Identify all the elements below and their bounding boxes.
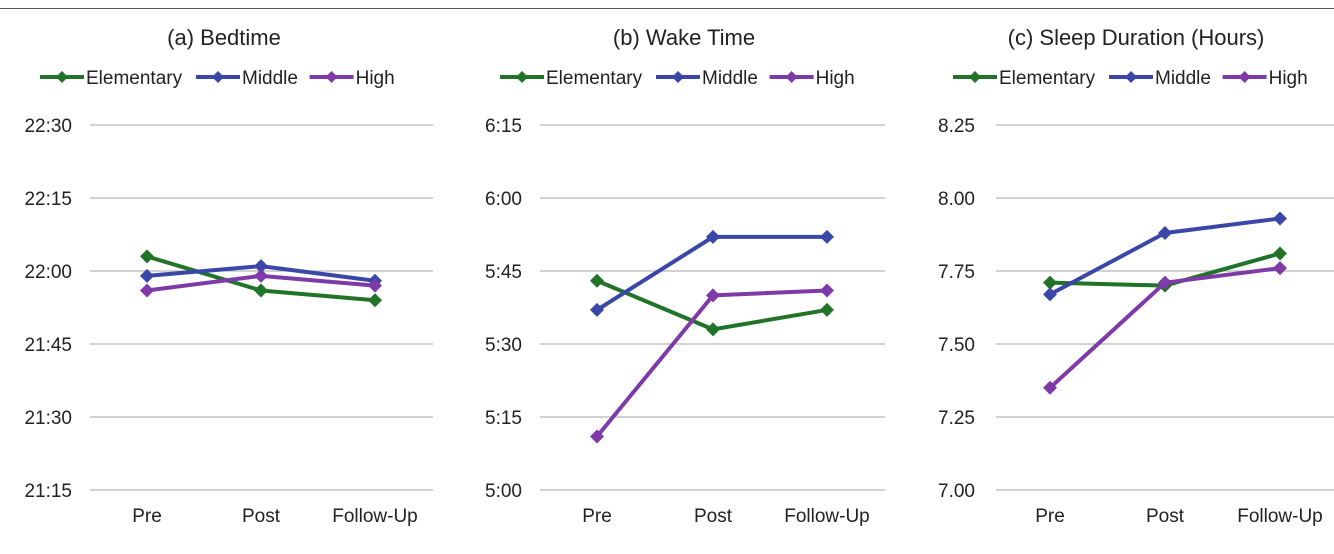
legend-marker-high [1238,71,1251,83]
data-point-middle [820,229,834,244]
data-point-elementary [140,249,154,264]
y-tick-label: 22:15 [24,189,72,210]
legend-label-middle: Middle [242,68,298,89]
x-tick-label: Pre [1035,506,1065,527]
data-point-high [706,288,720,303]
top-border-rule [0,8,1334,9]
legend-marker-high [785,71,798,83]
y-tick-label: 5:30 [485,335,522,356]
y-tick-label: 8.25 [938,116,975,137]
data-point-high [1158,275,1172,290]
legend-marker-middle [1125,71,1137,83]
data-point-elementary [1043,275,1057,290]
y-tick-label: 22:30 [24,116,72,137]
data-point-middle [1043,287,1057,302]
legend-label-high: High [1269,68,1308,89]
data-point-middle [1273,211,1287,226]
x-tick-label: Pre [132,506,162,527]
y-tick-label: 7.75 [938,262,975,283]
y-tick-label: 21:30 [24,408,72,429]
data-point-middle [590,302,604,317]
legend-label-elementary: Elementary [86,68,183,89]
y-tick-label: 5:00 [485,481,522,502]
data-point-elementary [706,322,720,337]
x-tick-label: Follow-Up [784,506,870,527]
chart-panel-3: (c) Sleep Duration (Hours) Elementary Midd… [938,25,1334,527]
legend-marker-elementary [516,71,528,83]
data-point-high [140,283,154,298]
chart-title: (b) Wake Time [613,25,755,50]
legend-label-elementary: Elementary [546,68,643,89]
y-tick-label: 22:00 [24,262,72,283]
y-tick-label: 8.00 [938,189,975,210]
y-tick-label: 21:45 [24,335,72,356]
data-point-middle [706,229,720,244]
data-point-middle [254,259,268,274]
x-tick-label: Post [1146,506,1185,527]
legend-marker-middle [672,71,684,83]
data-point-high [820,283,834,298]
data-point-elementary [254,283,268,298]
data-point-middle [1158,226,1172,241]
legend-label-middle: Middle [702,68,758,89]
data-point-high [1043,380,1057,395]
y-tick-label: 5:45 [485,262,522,283]
chart-title: (a) Bedtime [167,25,281,50]
data-point-middle [140,268,154,283]
x-tick-label: Pre [582,506,612,527]
y-tick-label: 6:00 [485,189,522,210]
data-point-high [1273,261,1287,276]
data-point-high [368,278,382,293]
y-tick-label: 21:15 [24,481,72,502]
legend-marker-middle [212,71,224,83]
data-point-elementary [590,273,604,288]
legend-label-high: High [816,68,855,89]
data-point-elementary [368,293,382,308]
data-point-elementary [1273,246,1287,261]
chart-title: (c) Sleep Duration (Hours) [1008,25,1265,50]
chart-panel-2: (b) Wake Time Elementary Middle High 5:00 5:1… [485,25,885,527]
data-point-high [254,268,268,283]
legend-label-middle: Middle [1155,68,1211,89]
chart-panel-1: (a) Bedtime Elementary Middle High 21:15 21:3… [24,25,433,527]
y-tick-label: 5:15 [485,408,522,429]
legend-marker-elementary [969,71,981,83]
legend-label-high: High [356,68,395,89]
data-point-elementary [820,302,834,317]
x-tick-label: Post [242,506,281,527]
y-tick-label: 7.25 [938,408,975,429]
y-tick-label: 6:15 [485,116,522,137]
data-point-high [590,429,604,444]
legend-label-elementary: Elementary [999,68,1096,89]
legend-marker-elementary [56,71,68,83]
legend-marker-high [325,71,338,83]
series-line-high [595,288,828,438]
x-tick-label: Follow-Up [1237,506,1323,527]
x-tick-label: Follow-Up [332,506,418,527]
y-tick-label: 7.50 [938,335,975,356]
x-tick-label: Post [694,506,733,527]
y-tick-label: 7.00 [938,481,975,502]
